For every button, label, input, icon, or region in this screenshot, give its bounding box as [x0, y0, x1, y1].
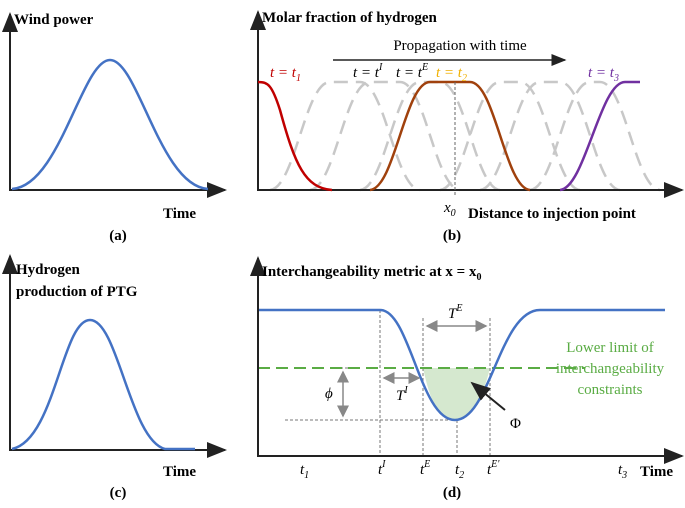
gray-pulse	[309, 80, 461, 192]
title: Interchangeability metric at x = x0	[262, 264, 481, 283]
panel-b: Propagation with time Molar fraction of …	[250, 10, 684, 244]
caption: (b)	[443, 228, 461, 244]
position-label: x0	[443, 200, 456, 219]
curve-label: t = t3	[588, 65, 619, 84]
curve-label: t = tI	[353, 62, 383, 81]
gray-pulse	[269, 80, 421, 192]
limit-line: Lower limit of	[566, 340, 653, 356]
title: Wind power	[14, 12, 94, 28]
caption: (a)	[109, 228, 127, 244]
axis-label: Time	[163, 206, 196, 222]
area	[423, 368, 490, 420]
curve-label: t = tE	[396, 62, 428, 81]
gray-pulse	[479, 80, 621, 192]
curve-label: t = t2	[436, 65, 467, 84]
caption: (d)	[443, 485, 461, 501]
limit-label: Lower limit of interchangeability constr…	[556, 340, 665, 398]
x-tick-label: tI	[378, 459, 386, 478]
gray-pulse	[529, 80, 661, 192]
te-label: TE	[448, 303, 462, 322]
title: production of PTG	[16, 284, 138, 300]
x-tick-label: t3	[618, 462, 627, 481]
title: Hydrogen	[16, 262, 81, 278]
x-ticks: t1 tI tE t2 tE' t3	[300, 459, 627, 481]
gray-pulses	[269, 80, 661, 192]
curve-label: t = t1	[270, 65, 301, 84]
axis-label: Distance to injection point	[468, 206, 636, 222]
panel-d: Interchangeability metric at x = x0 TE T…	[250, 256, 684, 501]
x-tick-label: t2	[455, 462, 464, 481]
limit-line: interchangeability	[556, 361, 665, 377]
x-tick-label: tE	[420, 459, 430, 478]
pulse-t3	[559, 80, 640, 192]
caption: (c)	[110, 485, 127, 501]
panel-c: Hydrogen production of PTG Time (c)	[1, 254, 227, 501]
area-arrow	[470, 381, 506, 411]
limit-line: constraints	[578, 382, 643, 398]
guides	[285, 310, 491, 456]
title: Molar fraction of hydrogen	[262, 10, 438, 26]
panel-a: Wind power Time (a)	[1, 12, 227, 244]
x-tick-label: tE'	[487, 459, 500, 478]
pulse-t2	[369, 80, 531, 192]
pulse-t1	[257, 80, 333, 192]
area-label: Φ	[510, 416, 521, 432]
axis-label: Time	[640, 464, 673, 480]
x-tick-label: t1	[300, 462, 309, 481]
curve	[258, 308, 665, 422]
ti-label: TI	[396, 385, 408, 404]
phi-label: ϕ	[325, 386, 333, 402]
curve	[11, 58, 209, 191]
axis-label: Time	[163, 464, 196, 480]
arrow-label: Propagation with time	[393, 38, 527, 54]
curve	[11, 318, 195, 451]
gray-pulse	[439, 80, 581, 192]
